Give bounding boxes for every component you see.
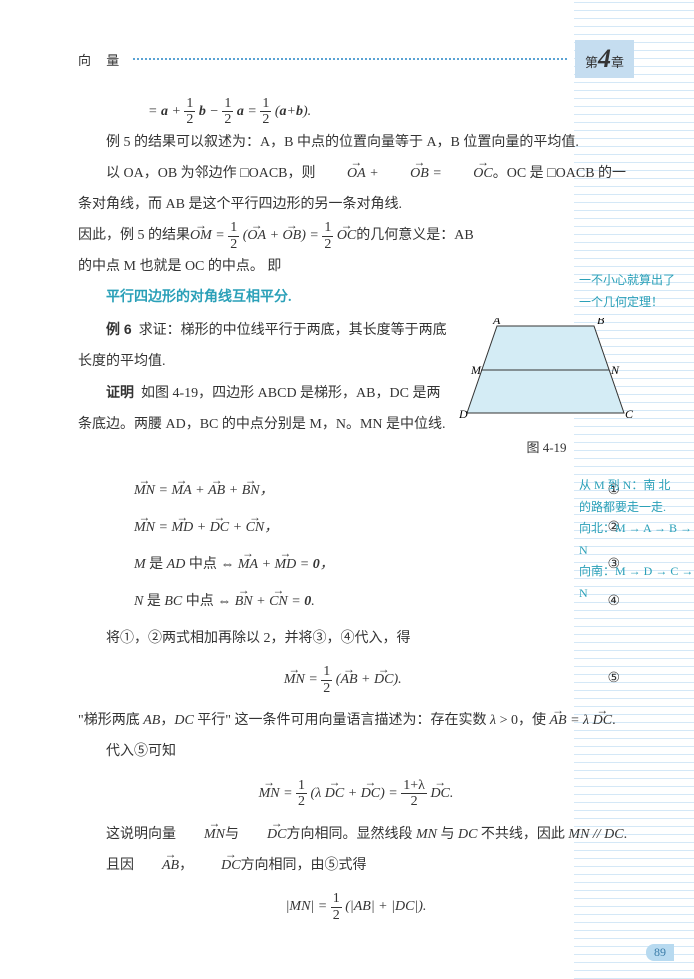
margin-note-2-line-4: 向南：M → D → C → N <box>579 561 694 604</box>
paragraph-6: "梯形两底 AB，DC 平行" 这一条件可用向量语言描述为：存在实数 λ > 0… <box>78 706 634 737</box>
eq-num-5: ⑤ <box>607 664 620 695</box>
label-c: C <box>625 407 634 421</box>
equation-3: M 是 AD 中点 ⇔ MA + MD = 0， ③ <box>134 550 634 581</box>
chapter-number: 4 <box>598 44 611 73</box>
paragraph-3: 因此，例 5 的结果OM = 12 (OA + OB) = 12 OC的几何意义… <box>78 220 634 252</box>
margin-note-1-line-2: 一个几何定理！ <box>579 292 694 314</box>
margin-note-2-line-1: 从 M 到 N：南 北 <box>579 475 694 497</box>
vec-oa2: OA <box>247 221 266 252</box>
vec-oc2: OC <box>337 221 356 252</box>
paragraph-5: 将①，②两式相加再除以 2，并将③，④代入，得 <box>78 624 634 655</box>
equation-1: MN = MA + AB + BN， ① <box>134 476 634 507</box>
theorem-highlight: 平行四边形的对角线互相平分. <box>78 283 634 314</box>
label-d: D <box>459 407 468 421</box>
text: 以 OA，OB 为邻边作 □OACB，则 <box>106 166 319 181</box>
paragraph-7: 代入⑤可知 <box>78 737 634 768</box>
vec-oa: OA <box>319 159 366 190</box>
label-n: N <box>610 363 620 377</box>
chapter-suffix: 章 <box>611 55 624 70</box>
header-dots <box>133 58 567 60</box>
equation-2: MN = MD + DC + CN， ② <box>134 513 634 544</box>
figure-4-19: A B M N D C 图 4-19 <box>459 318 634 463</box>
equation-7: |MN| = 12 (|AB| + |DC|). <box>78 891 634 923</box>
vec-om: OM <box>190 221 212 252</box>
equation-6: MN = 12 (λ DC + DC) = 1+λ2 DC. <box>78 778 634 810</box>
label-m: M <box>470 363 482 377</box>
vec-ob: OB <box>382 159 429 190</box>
paragraph-9: 且因AB，DC方向相同，由⑤式得 <box>78 851 634 882</box>
paragraph-4: 的中点 M 也就是 OC 的中点。 即 <box>78 252 634 283</box>
example-label: 例 6 <box>106 321 132 337</box>
equation-5: MN = 12 (AB + DC). ⑤ <box>78 664 634 696</box>
page-header: 向 量 第4章 <box>78 40 634 78</box>
margin-note-1: 一不小心就算出了 一个几何定理！ <box>579 270 694 313</box>
margin-note-2: 从 M 到 N：南 北 的路都要走一走. 向北：M → A → B → N 向南… <box>579 475 694 605</box>
example-text: 求证：梯形的中位线平行于两底，其长度等于两底长度的平均值. <box>78 323 447 369</box>
label-b: B <box>597 318 605 327</box>
equation-4: N 是 BC 中点 ⇔ BN + CN = 0. ④ <box>134 587 634 618</box>
text: = <box>429 166 445 181</box>
page-number: 89 <box>646 944 674 961</box>
text: + <box>366 166 382 181</box>
text: 的几何意义是：AB <box>356 228 473 243</box>
chapter-badge: 第4章 <box>575 40 634 78</box>
text: 因此，例 5 的结果 <box>78 228 190 243</box>
header-section: 向 量 <box>78 50 125 69</box>
proof-text: 如图 4-19，四边形 ABCD 是梯形，AB，DC 是两条底边。两腰 AD，B… <box>78 386 446 432</box>
chapter-prefix: 第 <box>585 55 598 70</box>
trapezoid-diagram: A B M N D C <box>459 318 634 428</box>
page-container: 向 量 第4章 = a + 12 b − 12 a = 12 (a+b). 例 … <box>0 0 694 979</box>
equation-opening: = a + 12 b − 12 a = 12 (a+b). <box>148 96 634 128</box>
main-content: = a + 12 b − 12 a = 12 (a+b). 例 5 的结果可以叙… <box>78 96 634 923</box>
margin-note-1-line-1: 一不小心就算出了 <box>579 270 694 292</box>
vec-ob2: OB <box>283 221 302 252</box>
vec-oc: OC <box>445 159 492 190</box>
proof-label: 证明 <box>106 384 134 400</box>
margin-note-2-line-3: 向北：M → A → B → N <box>579 518 694 561</box>
label-a: A <box>492 318 501 327</box>
margin-note-2-line-2: 的路都要走一走. <box>579 497 694 519</box>
figure-caption: 图 4-19 <box>459 434 634 463</box>
